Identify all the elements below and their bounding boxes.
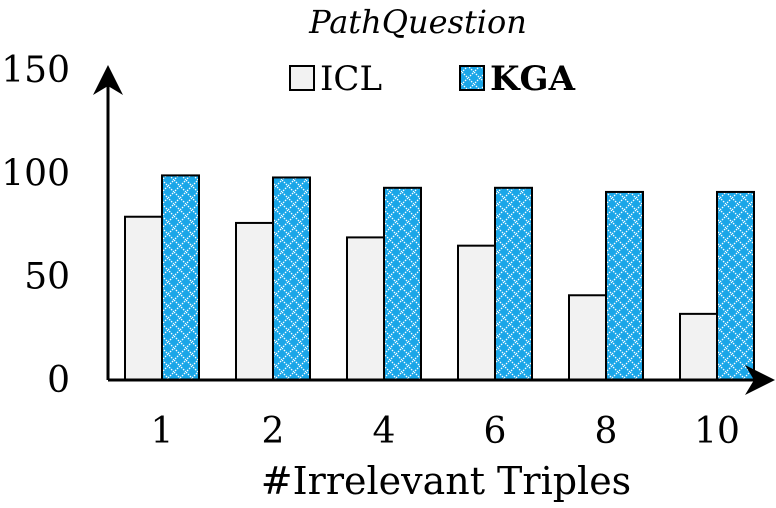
legend: ICL KGA — [289, 59, 576, 99]
bar-kga-4 — [383, 186, 422, 381]
x-tick-label: 10 — [694, 411, 740, 452]
legend-swatch-icl — [289, 65, 315, 91]
bar-icl-4 — [346, 236, 385, 381]
bar-icl-1 — [124, 215, 163, 381]
legend-swatch-kga — [459, 65, 485, 91]
legend-label-icl: ICL — [320, 59, 382, 99]
x-tick-label: 6 — [484, 411, 507, 452]
bar-icl-6 — [457, 244, 496, 381]
x-tick-label: 1 — [151, 411, 174, 452]
bar-kga-2 — [272, 176, 311, 381]
bar-kga-6 — [494, 186, 533, 381]
y-axis-ticks: 0 50 100 150 — [1, 50, 70, 401]
x-tick-label: 4 — [373, 411, 396, 452]
y-tick-label: 100 — [1, 153, 70, 194]
x-axis-label: #Irrelevant Triples — [261, 459, 631, 503]
y-tick-label: 0 — [47, 360, 70, 401]
bar-icl-8 — [568, 294, 607, 381]
legend-label-kga: KGA — [490, 59, 576, 99]
x-tick-label: 8 — [595, 411, 618, 452]
bar-icl-10 — [679, 312, 718, 381]
bars — [124, 174, 755, 381]
bar-kga-1 — [161, 174, 200, 381]
y-tick-label: 150 — [1, 50, 70, 91]
bar-kga-10 — [716, 190, 755, 381]
bar-kga-8 — [605, 190, 644, 381]
x-tick-label: 2 — [262, 411, 285, 452]
bar-icl-2 — [235, 221, 274, 381]
chart-title: PathQuestion — [308, 3, 527, 41]
x-axis-ticks: 1 2 4 6 8 10 — [151, 411, 740, 452]
y-tick-label: 50 — [24, 257, 70, 298]
